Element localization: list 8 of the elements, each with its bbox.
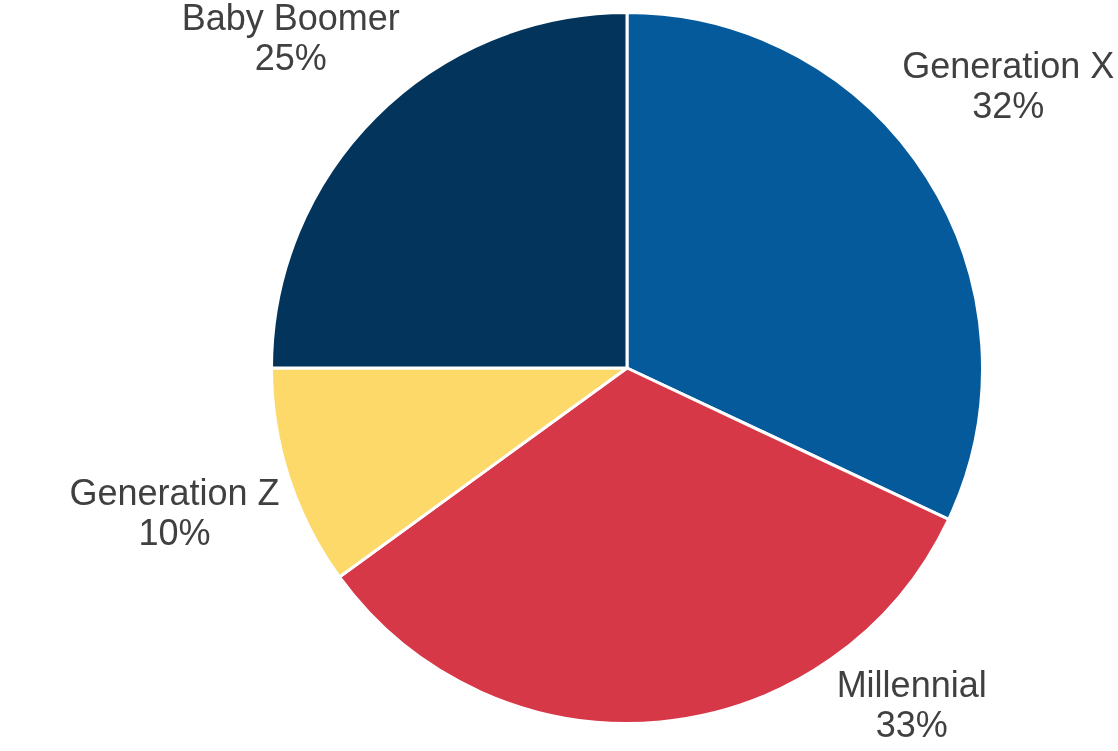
slice-label: Millennial xyxy=(836,663,987,705)
slice-label: Generation X xyxy=(902,45,1115,87)
data-label: 10% xyxy=(138,511,211,553)
slice-label: Generation Z xyxy=(69,471,280,513)
data-label: 25% xyxy=(254,37,327,79)
slice-label: Baby Boomer xyxy=(181,0,400,39)
data-label: 33% xyxy=(875,703,948,745)
data-label: 32% xyxy=(972,85,1045,127)
